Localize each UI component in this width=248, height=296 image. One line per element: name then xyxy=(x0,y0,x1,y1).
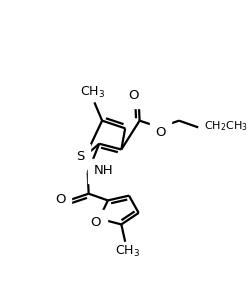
Text: CH$_3$: CH$_3$ xyxy=(80,85,105,100)
Text: CH$_3$: CH$_3$ xyxy=(115,244,140,259)
Text: O: O xyxy=(155,126,166,139)
Text: O: O xyxy=(128,89,139,102)
Text: CH$_2$CH$_3$: CH$_2$CH$_3$ xyxy=(204,120,248,133)
Text: O: O xyxy=(91,215,101,229)
Text: O: O xyxy=(55,193,65,206)
Text: NH: NH xyxy=(94,164,114,177)
Text: S: S xyxy=(76,150,85,163)
